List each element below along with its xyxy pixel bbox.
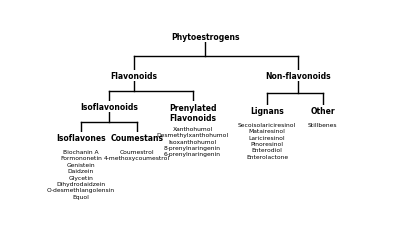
Text: Secoisolariciresinol
Matairesinol
Lariciresinol
Pinoresinol
Enterodiol
Enterolac: Secoisolariciresinol Matairesinol Larici… [238, 122, 296, 159]
Text: Flavonoids: Flavonoids [110, 72, 157, 81]
Text: Isoflavones: Isoflavones [56, 133, 106, 142]
Text: Other: Other [310, 106, 335, 115]
Text: Coumestans: Coumestans [110, 133, 163, 142]
Text: Non-flavonoids: Non-flavonoids [265, 72, 331, 81]
Text: Coumestrol
4-methoxycoumestrol: Coumestrol 4-methoxycoumestrol [104, 149, 170, 161]
Text: Isoflavonoids: Isoflavonoids [80, 102, 138, 112]
Text: Xanthohumol
Desmethylxanthohumol
Isoxanthohumol
8-prenylnaringenin
6-prenylnarin: Xanthohumol Desmethylxanthohumol Isoxant… [156, 126, 229, 157]
Text: Biochanin A
Formononetin
Genistein
Daidzein
Glycetin
Dihydrodaidzein
O-desmethla: Biochanin A Formononetin Genistein Daidz… [47, 149, 115, 199]
Text: Stillbenes: Stillbenes [308, 122, 338, 128]
Text: Prenylated
Flavonoids: Prenylated Flavonoids [169, 103, 216, 122]
Text: Lignans: Lignans [250, 106, 284, 115]
Text: Phytoestrogens: Phytoestrogens [171, 33, 239, 42]
